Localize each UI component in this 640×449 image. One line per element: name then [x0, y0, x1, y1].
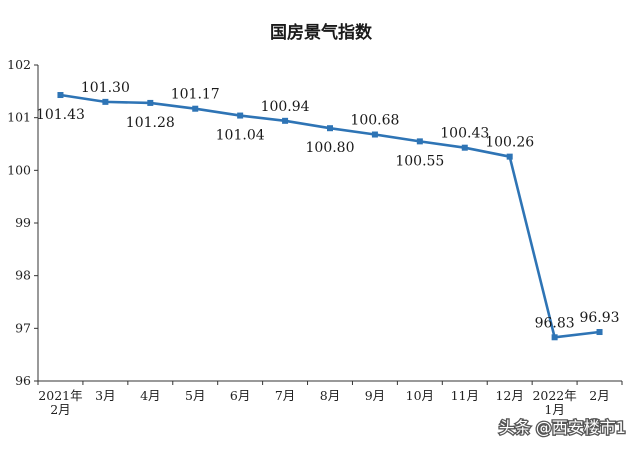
data-labels: 101.43 101.30 101.28 101.17 101.04 100.94 100.…	[36, 80, 620, 331]
y-tick-label: 102	[7, 57, 31, 72]
data-label: 101.17	[171, 87, 220, 103]
data-label: 96.83	[535, 315, 575, 331]
data-point	[192, 105, 199, 112]
watermark: 头条 @西安楼市1	[499, 418, 626, 437]
x-tick-label: 2021年 2月	[38, 388, 82, 417]
data-label: 100.80	[306, 140, 355, 156]
x-tick-label-line: 2月	[589, 388, 609, 403]
x-tick-label: 8月	[320, 388, 340, 403]
data-label: 96.93	[579, 310, 619, 326]
data-label: 100.68	[350, 113, 399, 129]
x-tick-label-line: 11月	[451, 388, 479, 403]
x-tick-label-line: 2021年	[38, 388, 82, 403]
x-tick-label-line: 5月	[185, 388, 205, 403]
y-tick-label: 98	[15, 268, 31, 283]
data-point	[506, 153, 513, 160]
data-label: 100.94	[261, 99, 310, 115]
data-point	[596, 329, 603, 336]
x-tick-label-line: 10月	[406, 388, 434, 403]
x-tick-label-line: 9月	[365, 388, 385, 403]
y-tick-label: 99	[15, 215, 31, 230]
data-point	[102, 98, 109, 105]
data-point	[237, 112, 244, 119]
data-label: 101.04	[216, 128, 265, 144]
x-tick-label-line: 7月	[275, 388, 295, 403]
x-tick-label: 9月	[365, 388, 385, 403]
data-point	[461, 144, 468, 151]
series-line-group	[57, 92, 603, 341]
x-tick-label: 5月	[185, 388, 205, 403]
x-tick-label: 7月	[275, 388, 295, 403]
data-point	[371, 131, 378, 138]
y-tick-label: 101	[7, 110, 31, 125]
x-tick-label: 6月	[230, 388, 250, 403]
x-tick-label-line: 12月	[495, 388, 523, 403]
x-tick-label: 4月	[140, 388, 160, 403]
x-tick-label: 12月	[495, 388, 523, 403]
x-tick-label: 10月	[406, 388, 434, 403]
x-tick-label-line: 2月	[50, 402, 70, 417]
x-tick-label: 11月	[451, 388, 479, 403]
data-point	[551, 334, 558, 341]
x-tick-label: 3月	[95, 388, 115, 403]
data-point	[282, 117, 289, 124]
data-point	[327, 125, 333, 132]
y-tick-label: 97	[15, 320, 31, 335]
x-tick-label-line: 3月	[95, 388, 115, 403]
data-label: 101.43	[36, 107, 85, 123]
x-tick-label-line: 8月	[320, 388, 340, 403]
series-line	[60, 93, 600, 339]
data-label: 101.28	[126, 115, 175, 131]
data-point	[57, 92, 64, 99]
data-label: 100.55	[395, 153, 444, 169]
x-tick-label: 2月	[589, 388, 609, 403]
data-label: 100.26	[485, 135, 534, 151]
data-point	[416, 138, 423, 145]
x-tick-label-line: 4月	[140, 388, 160, 403]
x-tick-label-line: 1月	[544, 402, 564, 417]
y-tick-label: 100	[7, 162, 31, 177]
data-point	[147, 99, 154, 106]
x-tick-label-line: 6月	[230, 388, 250, 403]
y-tick-label: 96	[15, 373, 31, 388]
data-label: 100.43	[440, 126, 489, 142]
x-tick-label-line: 2022年	[532, 388, 576, 403]
x-tick-label: 2022年 1月	[532, 388, 576, 417]
data-label: 101.30	[81, 80, 130, 96]
chart-title: 国房景气指数	[270, 22, 373, 43]
